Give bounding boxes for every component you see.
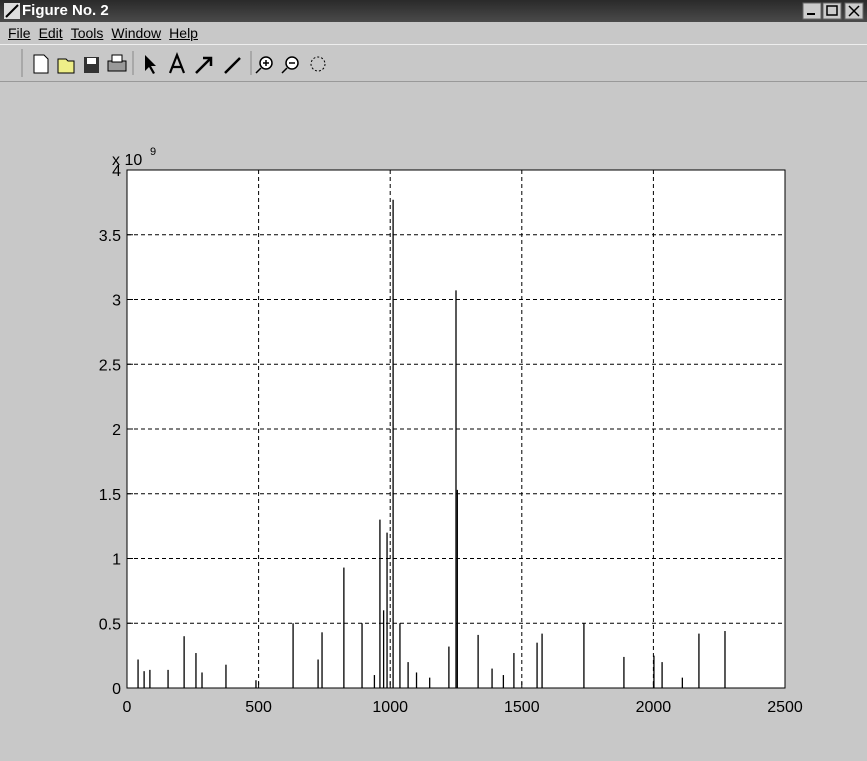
menu-item[interactable]: Edit — [38, 25, 63, 41]
y-tick-label: 3 — [112, 293, 121, 310]
menu-item[interactable]: File — [8, 25, 31, 41]
axis-multiplier-exponent: 9 — [150, 146, 156, 158]
zoom-in-button[interactable] — [255, 56, 273, 74]
y-tick-label: 1.5 — [99, 487, 121, 504]
window-title: Figure No. 2 — [22, 2, 109, 19]
menu-item[interactable]: Help — [169, 25, 198, 41]
x-tick-label: 1000 — [372, 699, 408, 716]
x-tick-label: 2000 — [636, 699, 672, 716]
menu-bar: File Edit Tools Window Help — [0, 22, 867, 44]
y-tick-label: 3.5 — [99, 228, 121, 245]
save-button[interactable] — [84, 57, 99, 73]
text-button[interactable] — [168, 51, 186, 74]
x-tick-label: 1500 — [504, 699, 540, 716]
y-tick-label: 2 — [112, 422, 121, 439]
line-button[interactable] — [224, 57, 241, 74]
x-tick-label: 0 — [123, 699, 132, 716]
y-tick-label: 2.5 — [99, 357, 121, 374]
menu-item[interactable]: Tools — [70, 25, 104, 41]
arrow-button[interactable] — [195, 56, 213, 74]
select-button[interactable] — [145, 55, 156, 74]
axis-multiplier: x 10 — [112, 152, 142, 169]
new-button[interactable] — [33, 54, 49, 74]
zoom-out-button[interactable] — [281, 56, 299, 74]
x-tick-label: 2500 — [767, 699, 803, 716]
window-icon — [4, 3, 20, 19]
print-button[interactable] — [107, 54, 127, 72]
y-tick-label: 0 — [112, 681, 121, 698]
toolbar — [0, 44, 867, 82]
window-buttons[interactable] — [801, 2, 867, 20]
y-tick-label: 1 — [112, 552, 121, 569]
title-bar: Figure No. 2 — [0, 0, 867, 22]
y-tick-label: 4 — [112, 163, 121, 180]
rotate-button[interactable] — [310, 56, 326, 72]
open-button[interactable] — [57, 58, 75, 74]
y-tick-label: 0.5 — [99, 616, 121, 633]
menu-item[interactable]: Window — [111, 25, 162, 41]
x-tick-label: 500 — [245, 699, 272, 716]
axes-box — [126, 169, 786, 689]
